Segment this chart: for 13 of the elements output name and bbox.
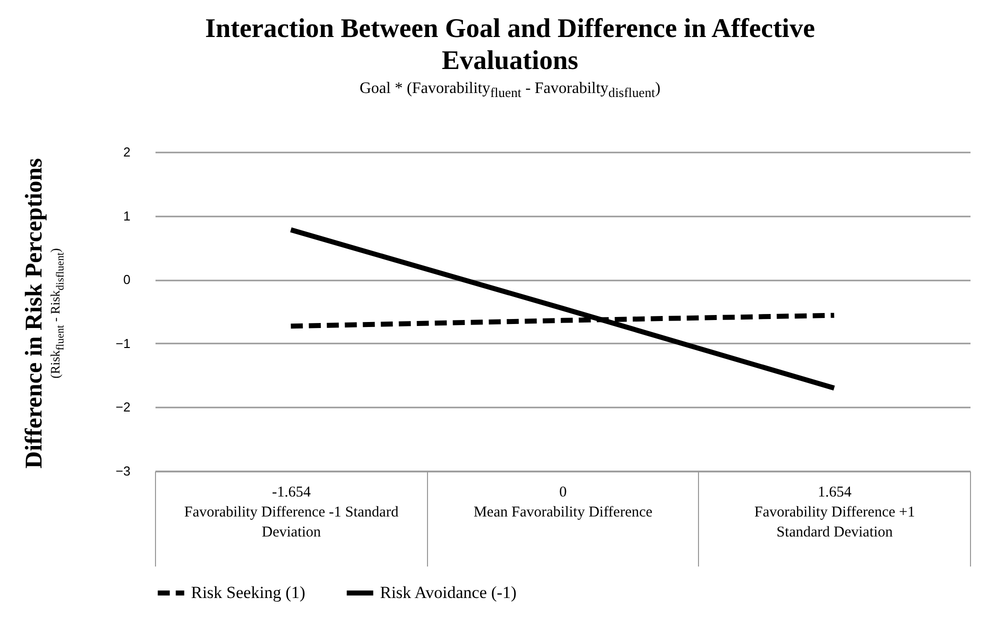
y-tick-label: 0 — [123, 272, 130, 288]
chart-title: Interaction Between Goal and Difference in Affective Evaluations — [204, 12, 816, 76]
legend-label: Risk Avoidance (-1) — [380, 583, 517, 602]
y-tick-label: −1 — [116, 336, 130, 351]
y-tick-label: −2 — [116, 400, 130, 415]
x-tick-label: 1.654 Favorability Difference +1 Standard Deviation — [754, 484, 915, 540]
y-tick-label: −3 — [116, 464, 130, 478]
y-tick-label: 1 — [123, 208, 130, 224]
legend-label: Risk Seeking (1) — [191, 583, 306, 602]
x-tick-label: -1.654 Favorability Difference -1 Standard Deviation — [184, 484, 399, 540]
chart-subtitle: Goal * (Favorability$_{fluent}$ - Favorabilty$_{disfluent}$) — [358, 80, 662, 102]
y-tick-label: 2 — [123, 144, 130, 160]
x-tick-label: 0 Mean Favorability Difference — [474, 484, 653, 520]
